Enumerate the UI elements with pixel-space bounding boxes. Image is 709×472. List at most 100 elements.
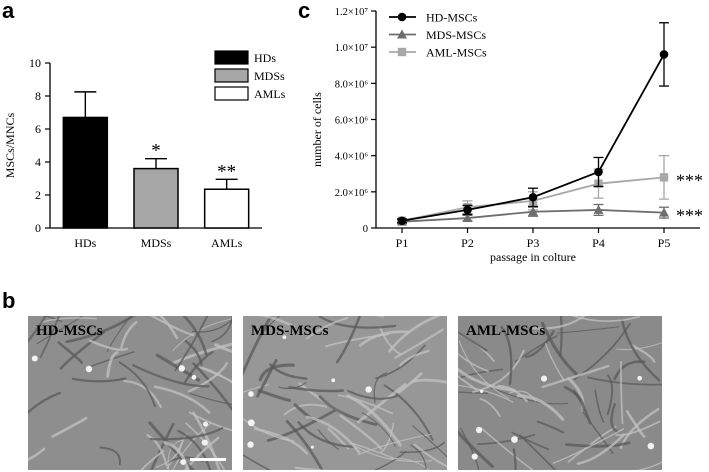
x-tick-label: P3	[527, 236, 540, 250]
cell-stroke	[472, 349, 525, 393]
cell-highlight	[247, 419, 255, 427]
cell-stroke	[28, 447, 46, 462]
cell-stroke	[339, 414, 383, 450]
cell-stroke	[297, 421, 355, 449]
cell-stroke	[587, 376, 662, 386]
cell-stroke	[318, 316, 397, 329]
cell-stroke	[243, 316, 273, 377]
cell-stroke	[458, 331, 488, 352]
y-tick-label: 10	[29, 56, 41, 70]
micrograph-mds-texture	[243, 316, 447, 470]
cell-stroke	[563, 385, 586, 413]
cell-highlight	[637, 375, 643, 381]
cell-stroke	[57, 341, 84, 365]
cell-stroke	[594, 389, 605, 423]
y-tick-label: 0	[35, 221, 41, 235]
x-axis-title: passage in colture	[490, 250, 576, 264]
texture-group	[458, 316, 662, 470]
cell-stroke	[620, 360, 624, 425]
data-point-mds-mscs	[462, 213, 473, 223]
cell-stroke	[294, 466, 329, 470]
panel-letter-a: a	[2, 0, 15, 23]
cell-stroke	[201, 366, 232, 384]
cell-stroke	[458, 340, 510, 400]
cell-stroke	[259, 316, 296, 328]
micrograph-aml-texture	[458, 316, 662, 470]
cell-stroke	[305, 316, 349, 340]
micrograph-aml-mscs: AML-MSCs	[458, 316, 662, 470]
cell-stroke	[184, 340, 203, 366]
x-category-label: AMLs	[211, 236, 243, 250]
bar-mdss	[133, 167, 179, 229]
legend-swatch	[214, 86, 249, 101]
cell-stroke	[458, 352, 489, 373]
cell-stroke	[283, 403, 328, 416]
x-tick-label: P5	[658, 236, 671, 250]
y-tick-label: 1.2×10⁷	[335, 7, 369, 18]
significance-marker: ***	[676, 206, 703, 226]
cell-stroke	[552, 428, 625, 464]
cell-stroke	[399, 441, 445, 454]
cell-stroke	[571, 316, 640, 323]
cell-stroke	[88, 339, 129, 352]
cell-highlight	[471, 453, 478, 460]
cell-stroke	[150, 422, 175, 470]
cell-stroke	[458, 375, 478, 391]
significance-marker: *	[151, 141, 161, 162]
cell-highlight	[191, 374, 197, 380]
y-tick-label: 8.0×10⁶	[335, 79, 369, 90]
cell-stroke	[458, 391, 489, 394]
cell-stroke	[266, 409, 336, 442]
cell-stroke	[565, 441, 631, 448]
cell-highlight	[310, 445, 314, 449]
legend-label: MDS-MSCs	[426, 28, 486, 42]
cell-stroke	[28, 316, 47, 343]
cell-highlight	[178, 365, 186, 372]
cell-stroke	[99, 446, 121, 466]
cell-stroke	[540, 322, 578, 376]
cell-stroke	[373, 450, 407, 470]
cell-stroke	[412, 378, 447, 384]
cell-stroke	[519, 434, 557, 470]
cell-highlight	[540, 375, 548, 382]
cell-stroke	[155, 440, 183, 468]
micrograph-label: AML-MSCs	[466, 323, 546, 339]
legend-swatch	[214, 68, 249, 83]
cell-stroke	[149, 316, 195, 337]
cell-highlight	[647, 442, 655, 450]
cell-stroke	[153, 385, 211, 414]
cell-stroke	[118, 361, 156, 408]
micrograph-hd-mscs: HD-MSCs	[28, 316, 232, 470]
cell-stroke	[373, 372, 388, 404]
texture-group	[28, 316, 232, 470]
x-tick-label: P2	[461, 236, 474, 250]
cell-stroke	[490, 387, 569, 405]
cell-stroke	[544, 343, 565, 381]
legend-marker	[397, 47, 407, 57]
cell-stroke	[620, 319, 661, 382]
cell-stroke	[106, 316, 132, 352]
cell-stroke	[610, 403, 619, 433]
significance-marker: **	[217, 161, 236, 182]
legend-marker	[397, 12, 407, 22]
cell-highlight	[248, 391, 254, 397]
cell-stroke	[243, 384, 269, 394]
cell-stroke	[394, 328, 444, 359]
legend-marker	[397, 29, 407, 39]
legend-label: MDSs	[254, 69, 285, 83]
cell-highlight	[247, 441, 254, 448]
cell-highlight	[475, 426, 483, 434]
y-tick-label: 4	[35, 155, 41, 169]
y-tick-label: 2	[35, 188, 41, 202]
cell-stroke	[337, 394, 394, 415]
cell-stroke	[500, 325, 513, 386]
data-point-mds-mscs	[659, 207, 669, 217]
legend-swatch	[214, 50, 249, 65]
y-tick-label: 2.0×10⁶	[335, 188, 369, 199]
cell-stroke	[148, 421, 195, 470]
cell-stroke	[285, 420, 324, 470]
cell-highlight	[511, 436, 518, 443]
cell-stroke	[258, 363, 295, 382]
cell-stroke	[36, 316, 84, 345]
cell-highlight	[201, 439, 208, 446]
